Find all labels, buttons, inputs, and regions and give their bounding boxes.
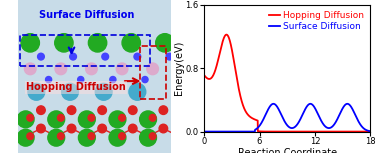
Hopping Diffusion	[224, 34, 229, 35]
Circle shape	[166, 53, 173, 60]
Circle shape	[37, 106, 45, 114]
Circle shape	[129, 83, 146, 100]
Surface Diffusion	[210, 131, 215, 132]
Hopping Diffusion	[363, 131, 368, 132]
Surface Diffusion	[308, 103, 313, 105]
Hopping Diffusion	[368, 131, 373, 132]
Circle shape	[88, 133, 95, 140]
Circle shape	[45, 76, 52, 83]
Circle shape	[21, 34, 39, 52]
Circle shape	[102, 53, 108, 60]
Surface Diffusion	[202, 131, 206, 132]
Circle shape	[77, 76, 84, 83]
Circle shape	[109, 129, 126, 146]
Circle shape	[55, 63, 67, 75]
Surface Diffusion	[283, 121, 287, 123]
Circle shape	[28, 83, 45, 100]
Hopping Diffusion	[283, 131, 287, 132]
Circle shape	[88, 34, 107, 52]
Circle shape	[149, 114, 156, 121]
Circle shape	[98, 124, 107, 133]
Circle shape	[142, 76, 148, 83]
Circle shape	[88, 114, 95, 121]
Circle shape	[70, 53, 76, 60]
Hopping Diffusion	[202, 74, 206, 76]
Circle shape	[86, 63, 97, 75]
Circle shape	[134, 53, 141, 60]
Circle shape	[116, 63, 128, 75]
Circle shape	[27, 133, 34, 140]
Circle shape	[122, 34, 140, 52]
Circle shape	[95, 83, 112, 100]
Circle shape	[17, 129, 34, 146]
Circle shape	[48, 111, 65, 128]
Circle shape	[139, 129, 156, 146]
Circle shape	[17, 111, 34, 128]
Line: Surface Diffusion: Surface Diffusion	[204, 104, 370, 132]
Circle shape	[79, 111, 95, 128]
Hopping Diffusion	[363, 131, 368, 132]
Circle shape	[55, 34, 73, 52]
Surface Diffusion	[278, 112, 283, 114]
Circle shape	[129, 106, 137, 114]
Circle shape	[119, 133, 125, 140]
Circle shape	[119, 114, 125, 121]
Circle shape	[109, 111, 126, 128]
Circle shape	[159, 106, 167, 114]
Circle shape	[139, 111, 156, 128]
Circle shape	[159, 124, 167, 133]
Circle shape	[149, 133, 156, 140]
Surface Diffusion	[363, 129, 368, 131]
Circle shape	[156, 34, 174, 52]
Circle shape	[67, 124, 76, 133]
Circle shape	[67, 106, 76, 114]
Line: Hopping Diffusion: Hopping Diffusion	[204, 35, 370, 132]
Text: Hopping Diffusion: Hopping Diffusion	[26, 82, 126, 92]
Hopping Diffusion	[333, 131, 338, 132]
Surface Diffusion	[363, 129, 368, 131]
Hopping Diffusion	[210, 75, 215, 77]
Text: Surface Diffusion: Surface Diffusion	[39, 10, 135, 20]
Circle shape	[37, 124, 45, 133]
X-axis label: Reaction Coordinate: Reaction Coordinate	[238, 147, 337, 153]
Circle shape	[57, 133, 64, 140]
Circle shape	[37, 53, 44, 60]
Circle shape	[110, 76, 116, 83]
Legend: Hopping Diffusion, Surface Diffusion: Hopping Diffusion, Surface Diffusion	[267, 9, 366, 33]
Circle shape	[129, 124, 137, 133]
Surface Diffusion	[368, 130, 373, 132]
Hopping Diffusion	[279, 131, 283, 132]
Surface Diffusion	[333, 122, 338, 124]
Circle shape	[48, 129, 65, 146]
Circle shape	[27, 114, 34, 121]
Circle shape	[25, 63, 36, 75]
Circle shape	[98, 106, 107, 114]
Circle shape	[57, 114, 64, 121]
Y-axis label: Energy(eV): Energy(eV)	[174, 41, 184, 95]
Circle shape	[79, 129, 95, 146]
Circle shape	[62, 83, 79, 100]
Circle shape	[147, 63, 158, 75]
